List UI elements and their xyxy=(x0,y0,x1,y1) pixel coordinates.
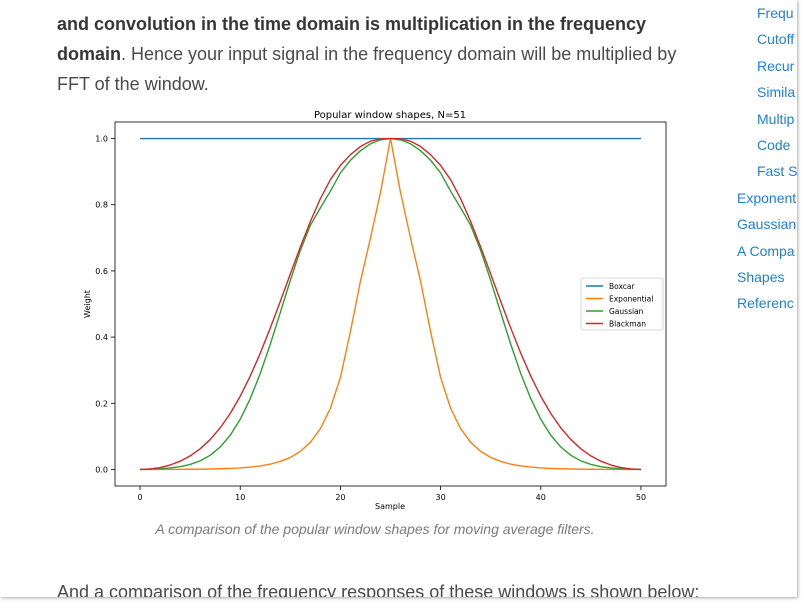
toc-link[interactable]: Code xyxy=(757,137,791,154)
toc-link[interactable]: Frequ xyxy=(757,5,794,21)
legend-label: Boxcar xyxy=(609,282,636,291)
legend-label: Blackman xyxy=(609,320,646,329)
toc-link[interactable]: Exponent xyxy=(737,189,797,206)
y-axis-label: Weight xyxy=(83,290,92,318)
x-tick-label: 20 xyxy=(335,493,345,502)
toc-link[interactable]: Multip xyxy=(757,110,795,127)
y-tick-label: 0.0 xyxy=(95,465,108,474)
bold-phrase: and convolution in the time domain is mu… xyxy=(57,14,647,64)
x-tick-label: 40 xyxy=(536,493,546,502)
y-tick-label: 1.0 xyxy=(95,135,108,144)
toc-link[interactable]: Shapes xyxy=(737,269,785,286)
legend-label: Exponential xyxy=(609,295,653,304)
article-paragraph: and convolution in the time domain is mu… xyxy=(57,9,697,99)
toc-link[interactable]: Fast S xyxy=(757,163,797,180)
legend-label: Gaussian xyxy=(609,307,644,316)
window-shapes-figure: Popular window shapes, N=51 Sample Weigh… xyxy=(73,98,683,518)
x-axis-label: Sample xyxy=(375,502,405,511)
toc-link[interactable]: Cutoff xyxy=(757,31,795,48)
x-tick-label: 0 xyxy=(137,493,142,502)
y-tick-label: 0.8 xyxy=(95,201,108,210)
plot-area-frame xyxy=(114,121,667,487)
y-tick-label: 0.4 xyxy=(95,333,108,342)
article-paragraph-bottom: And a comparison of the frequency respon… xyxy=(57,582,700,597)
toc-link[interactable]: Recur xyxy=(757,57,795,74)
axis-ticks: 0 10 20 30 40 50 0.0 0.2 0.4 0.6 0.8 1.0 xyxy=(95,135,646,502)
table-of-contents: Frequ Cutoff Recur Simila Multip Code Fast S Ex… xyxy=(737,0,797,330)
paragraph-text: . Hence your input signal in the frequen… xyxy=(57,44,677,94)
chart-title: Popular window shapes, N=51 xyxy=(314,110,466,121)
toc-link[interactable]: Referenc xyxy=(737,295,794,312)
series-line-blackman xyxy=(140,137,641,471)
x-tick-label: 30 xyxy=(435,493,445,502)
x-tick-label: 10 xyxy=(235,493,245,502)
toc-link[interactable]: Gaussian xyxy=(737,216,797,233)
legend-box xyxy=(580,277,664,331)
y-tick-label: 0.2 xyxy=(95,399,108,408)
series-lines xyxy=(140,137,641,471)
toc-link[interactable]: Simila xyxy=(757,84,796,101)
window-shapes-chart: Popular window shapes, N=51 Sample Weigh… xyxy=(73,98,683,518)
figure-caption: A comparison of the popular window shape… xyxy=(155,521,595,537)
x-tick-label: 50 xyxy=(636,493,646,502)
toc-link[interactable]: A Compa xyxy=(737,242,795,259)
chart-legend: Boxcar Exponential Gaussian Blackman xyxy=(580,277,664,331)
y-tick-label: 0.6 xyxy=(95,267,108,276)
